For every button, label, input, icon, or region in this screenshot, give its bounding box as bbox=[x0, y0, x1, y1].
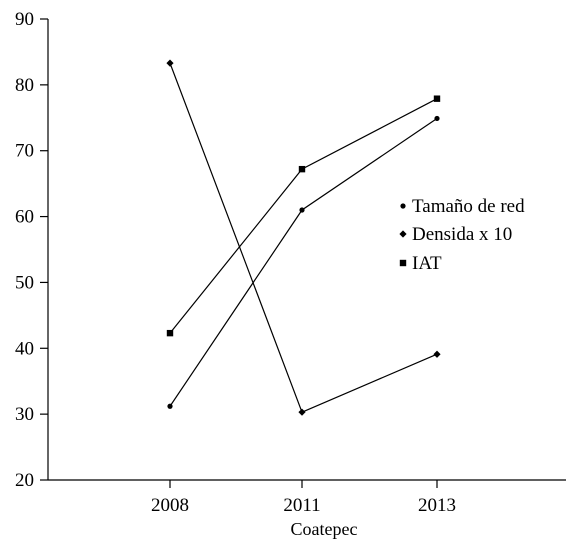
x-axis-title: Coatepec bbox=[291, 519, 358, 539]
y-tick-label: 80 bbox=[15, 75, 34, 96]
data-point bbox=[166, 329, 174, 337]
legend-marker bbox=[399, 230, 407, 238]
legend: Tamaño de red Densida x 10 IAT bbox=[399, 196, 525, 274]
data-point bbox=[433, 350, 441, 358]
legend-label: Densida x 10 bbox=[412, 224, 512, 245]
y-tick-label: 20 bbox=[15, 470, 34, 491]
y-tick-label: 40 bbox=[15, 338, 34, 359]
y-axis-ticks: 20 30 40 50 60 70 80 90 bbox=[15, 9, 48, 491]
data-point bbox=[299, 207, 305, 213]
y-tick-label: 30 bbox=[15, 404, 34, 425]
series-line bbox=[169, 98, 438, 334]
series-densida-x-10 bbox=[166, 59, 441, 416]
x-tick-label: 2008 bbox=[151, 495, 189, 516]
legend-label: Tamaño de red bbox=[412, 196, 525, 217]
legend-marker bbox=[400, 203, 406, 209]
legend-item: Densida x 10 bbox=[399, 224, 512, 245]
y-tick-label: 90 bbox=[15, 9, 34, 30]
y-tick-label: 70 bbox=[15, 141, 34, 162]
legend-label: IAT bbox=[412, 253, 442, 274]
legend-marker bbox=[399, 259, 407, 267]
data-point bbox=[167, 403, 173, 409]
legend-item: IAT bbox=[399, 253, 442, 274]
data-point bbox=[298, 408, 306, 416]
series-layer bbox=[166, 59, 441, 416]
series-iat bbox=[166, 95, 441, 337]
x-tick-label: 2013 bbox=[418, 495, 456, 516]
y-tick-label: 60 bbox=[15, 207, 34, 228]
plot-area: 20 30 40 50 60 70 80 90 2008 2011 2013 bbox=[15, 9, 566, 516]
y-tick-label: 50 bbox=[15, 272, 34, 293]
legend-item: Tamaño de red bbox=[400, 196, 525, 217]
series-line bbox=[169, 62, 438, 413]
x-tick-label: 2011 bbox=[283, 495, 320, 516]
data-point bbox=[433, 95, 441, 102]
series-line bbox=[169, 117, 438, 407]
series-tamano-de-red bbox=[167, 115, 440, 409]
x-axis-ticks: 2008 2011 2013 bbox=[151, 480, 456, 516]
data-point bbox=[298, 165, 306, 173]
data-point bbox=[166, 59, 174, 67]
data-point bbox=[434, 115, 440, 122]
